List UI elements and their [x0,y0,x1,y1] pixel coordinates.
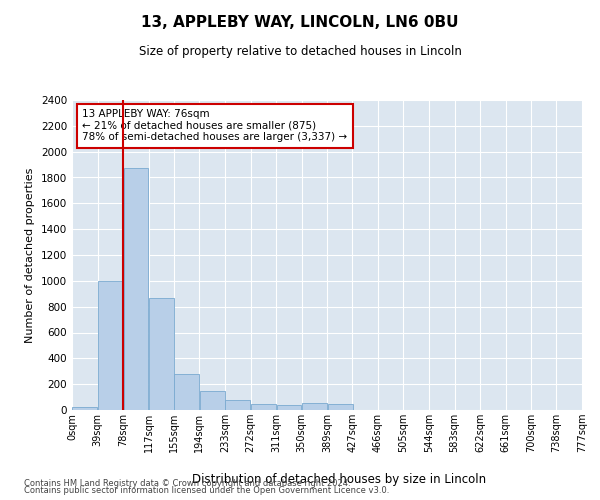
Text: Distribution of detached houses by size in Lincoln: Distribution of detached houses by size … [192,472,486,486]
Bar [277,405,301,410]
Bar [226,400,250,410]
Bar [124,168,148,410]
Text: Contains HM Land Registry data © Crown copyright and database right 2024.: Contains HM Land Registry data © Crown c… [24,478,350,488]
Text: Contains public sector information licensed under the Open Government Licence v3: Contains public sector information licen… [24,486,389,495]
Bar [149,298,174,410]
Text: 13, APPLEBY WAY, LINCOLN, LN6 0BU: 13, APPLEBY WAY, LINCOLN, LN6 0BU [141,15,459,30]
Y-axis label: Number of detached properties: Number of detached properties [25,168,35,342]
Bar [302,403,327,410]
Bar [200,392,224,410]
Text: 13 APPLEBY WAY: 76sqm
← 21% of detached houses are smaller (875)
78% of semi-det: 13 APPLEBY WAY: 76sqm ← 21% of detached … [82,110,347,142]
Bar [251,404,276,410]
Bar [73,408,97,410]
Bar [98,281,123,410]
Bar [328,404,353,410]
Bar [174,374,199,410]
Text: Size of property relative to detached houses in Lincoln: Size of property relative to detached ho… [139,45,461,58]
